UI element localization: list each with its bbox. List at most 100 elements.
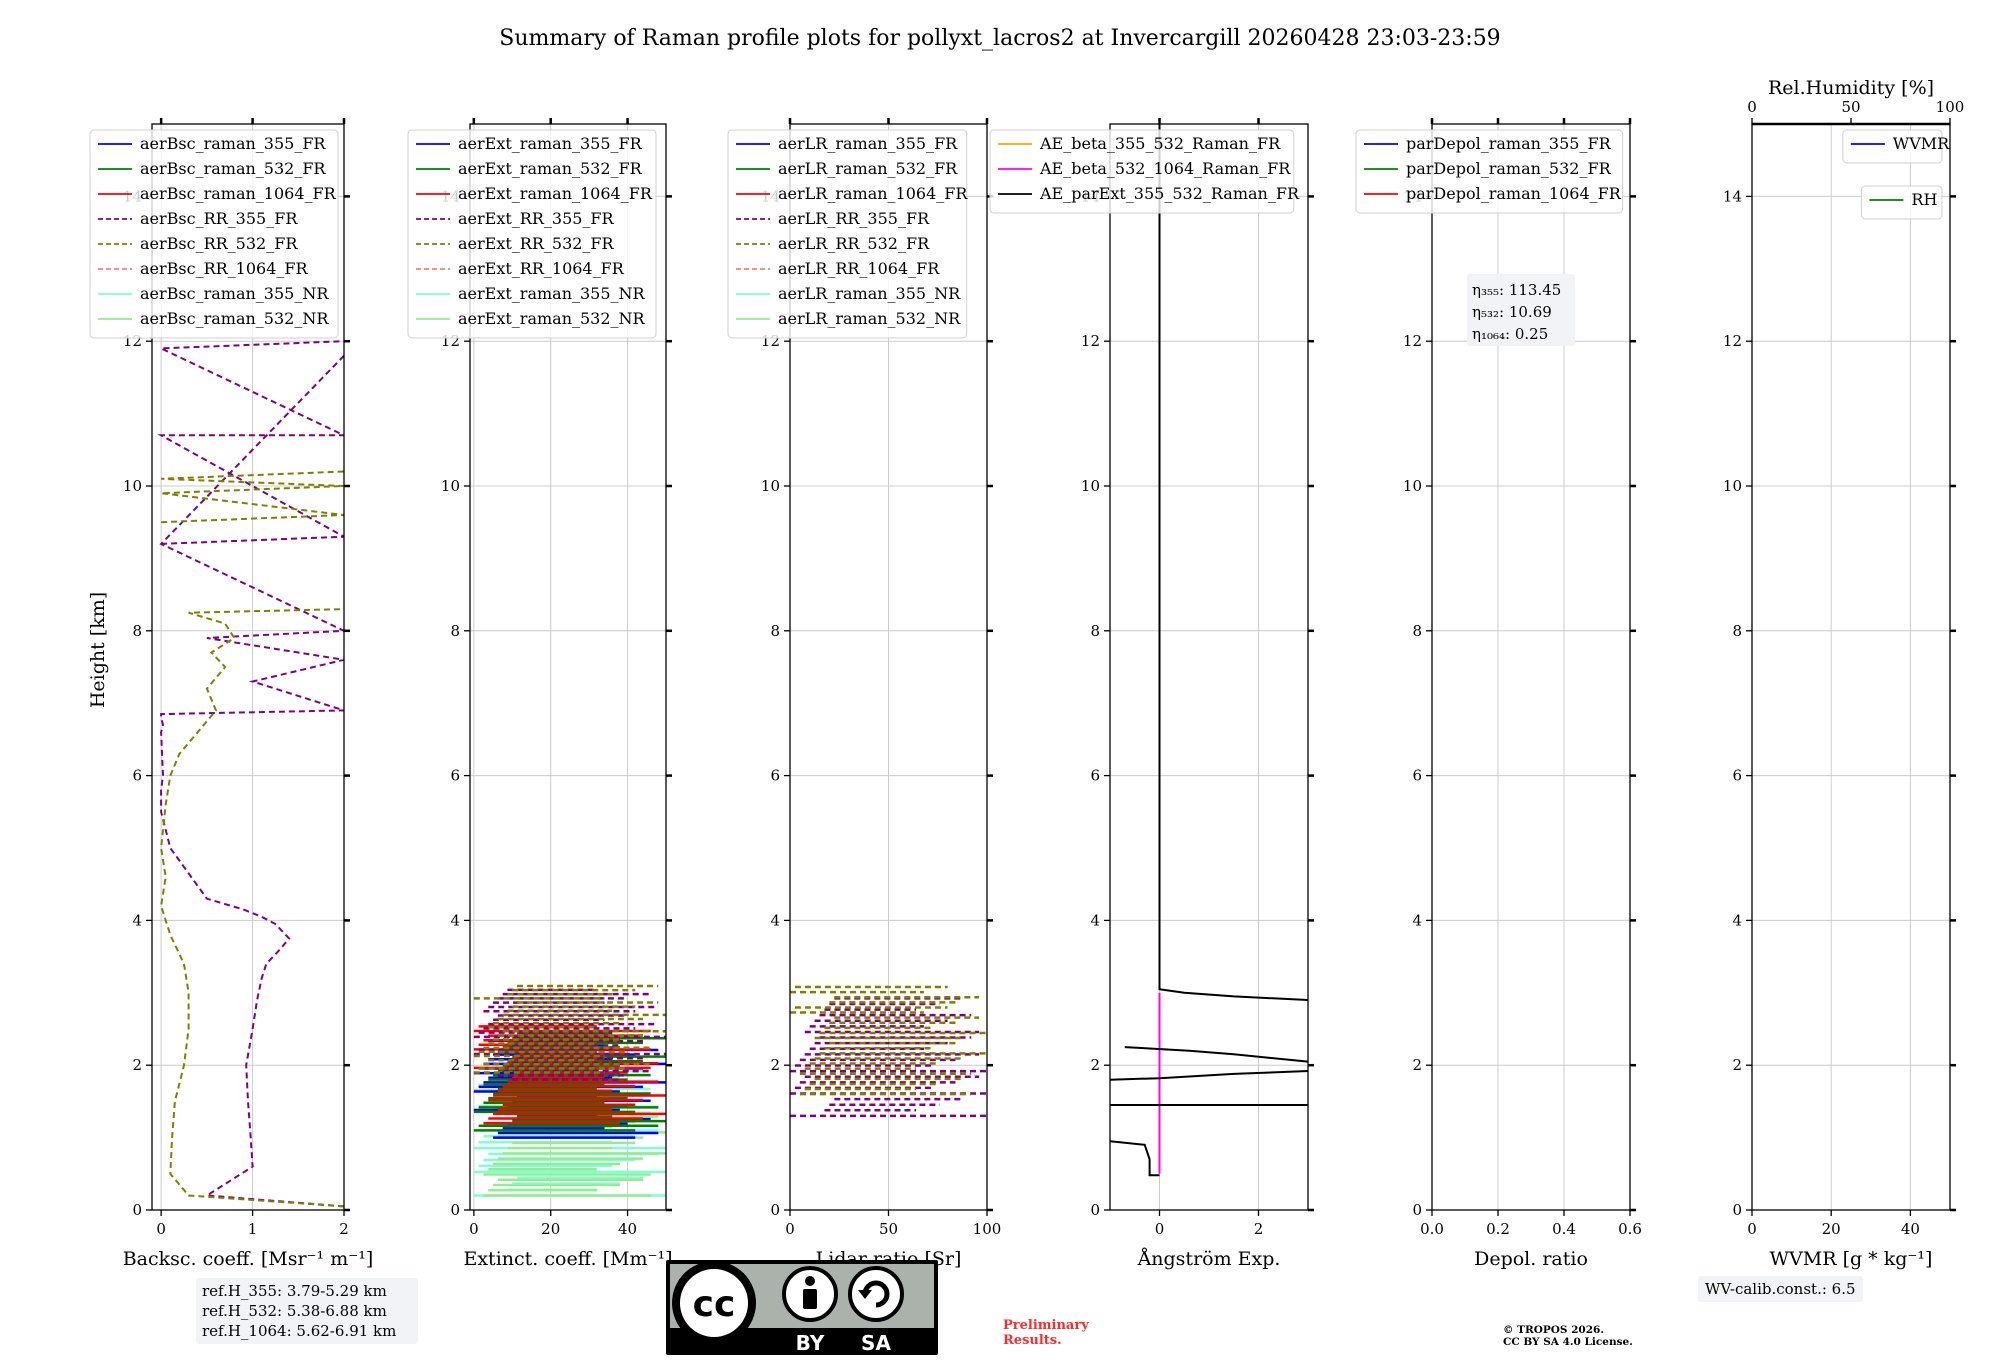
series-group bbox=[1110, 124, 1308, 1177]
x-tick-label: 0.0 bbox=[1420, 1220, 1444, 1238]
y-tick-label: 10 bbox=[1081, 477, 1100, 495]
y-tick-label: 8 bbox=[1412, 622, 1422, 640]
legend-label: aerExt_raman_532_NR bbox=[458, 309, 646, 328]
legend-label: AE_beta_532_1064_Raman_FR bbox=[1039, 159, 1291, 178]
y-tick-label: 6 bbox=[132, 767, 142, 785]
legend-label: aerLR_raman_355_FR bbox=[778, 134, 958, 153]
series-line-aerBsc_RR_355_FR bbox=[157, 340, 344, 545]
panel-wvmr: 0 2 4 6 8 10 12 14 0 20 40 WVMR [g * kg⁻¹] 0 50 100Rel… bbox=[1723, 77, 1964, 1270]
annotation-frame bbox=[1467, 274, 1575, 346]
x-tick-label: 0.2 bbox=[1486, 1220, 1510, 1238]
preliminary-line-1: Preliminary bbox=[1003, 1318, 1089, 1333]
series-line-AE_parExt_355_532_Raman_FR bbox=[1124, 1046, 1308, 1063]
x-tick-label: 0.4 bbox=[1552, 1220, 1576, 1238]
y-tick-label: 0 bbox=[450, 1201, 460, 1219]
legend-frame bbox=[89, 129, 339, 339]
series-line-AE_parExt_355_532_Raman_FR bbox=[1158, 124, 1308, 1001]
y-tick-label: 2 bbox=[1732, 1056, 1742, 1074]
y-tick-label: 12 bbox=[1403, 332, 1422, 350]
legend-label: aerExt_RR_355_FR bbox=[458, 209, 615, 228]
y-tick-label: 10 bbox=[761, 477, 780, 495]
legend-label: aerBsc_raman_532_FR bbox=[140, 159, 326, 178]
y-tick-label: 0 bbox=[1732, 1201, 1742, 1219]
y-tick-label: 6 bbox=[1090, 767, 1100, 785]
sa-icon bbox=[848, 1266, 904, 1322]
x-axis-label: WVMR [g * kg⁻¹] bbox=[1770, 1248, 1933, 1270]
legend: AE_beta_355_532_Raman_FR AE_beta_532_1064… bbox=[989, 129, 1300, 214]
legend-label: aerExt_RR_532_FR bbox=[458, 234, 615, 253]
legend-label: aerLR_RR_355_FR bbox=[778, 209, 930, 228]
y-tick-label: 8 bbox=[132, 622, 142, 640]
y-tick-label: 4 bbox=[450, 911, 460, 929]
x2-tick-label: 100 bbox=[1936, 98, 1965, 116]
legend-label: AE_parExt_355_532_Raman_FR bbox=[1039, 184, 1300, 203]
legend-label: aerBsc_raman_532_NR bbox=[140, 309, 329, 328]
ref-height-1064: ref.H_1064: 5.62-6.91 km bbox=[202, 1322, 397, 1340]
x-axis-label: Ångström Exp. bbox=[1137, 1248, 1281, 1270]
annotation-line: η₅₃₂: 10.69 bbox=[1472, 303, 1552, 321]
y-tick-label: 6 bbox=[1732, 767, 1742, 785]
preliminary-line-2: Results. bbox=[1003, 1333, 1062, 1348]
y-tick-label: 4 bbox=[1412, 911, 1422, 929]
legend-frame bbox=[989, 129, 1295, 214]
legend: aerLR_raman_355_FR aerLR_raman_532_FR aerL… bbox=[727, 129, 968, 339]
legend-label: aerBsc_raman_355_FR bbox=[140, 134, 326, 153]
x2-axis-label: Rel.Humidity [%] bbox=[1768, 77, 1934, 99]
wv-calibration-box: WV-calib.const.: 6.5 bbox=[1698, 1276, 1863, 1302]
ref-height-355: ref.H_355: 3.79-5.29 km bbox=[202, 1282, 387, 1300]
legend-label: aerLR_raman_532_NR bbox=[778, 309, 961, 328]
legend-label: aerExt_raman_355_NR bbox=[458, 284, 646, 303]
x-tick-label: 0 bbox=[469, 1220, 479, 1238]
series-line-AE_parExt_355_532_Raman_FR bbox=[1110, 1140, 1160, 1177]
y-tick-label: 2 bbox=[132, 1056, 142, 1074]
x-tick-label: 0 bbox=[785, 1220, 795, 1238]
y-tick-label: 6 bbox=[450, 767, 460, 785]
x-tick-label: 40 bbox=[618, 1220, 637, 1238]
panel-backscatter: 02468101214012Backsc. coeff. [Msr⁻¹ m⁻¹]… bbox=[89, 118, 373, 1270]
x-tick-label: 2 bbox=[339, 1220, 349, 1238]
legend-label: aerExt_raman_532_FR bbox=[458, 159, 643, 178]
y-tick-label: 8 bbox=[770, 622, 780, 640]
series-group bbox=[473, 984, 666, 1197]
annotation-line: η₃₅₅: 113.45 bbox=[1472, 281, 1561, 299]
legend-label: parDepol_raman_355_FR bbox=[1406, 134, 1612, 153]
copyright-note: © TROPOS 2026. CC BY SA 4.0 License. bbox=[1503, 1324, 1633, 1348]
legend-label: aerBsc_raman_355_NR bbox=[140, 284, 329, 303]
series-group bbox=[790, 985, 987, 1118]
x-tick-label: 0 bbox=[156, 1220, 166, 1238]
cc-label: cc bbox=[693, 1284, 736, 1325]
legend: WVMR bbox=[1842, 129, 1950, 164]
legend: aerExt_raman_355_FR aerExt_raman_532_FRae… bbox=[407, 129, 657, 339]
legend-label: aerExt_RR_1064_FR bbox=[458, 259, 625, 278]
x2-tick-label: 50 bbox=[1841, 98, 1860, 116]
series-line-aerBsc_RR_532_FR bbox=[160, 470, 344, 524]
y-tick-label: 4 bbox=[1090, 911, 1100, 929]
cc-license-badge: cc BY SA bbox=[666, 1260, 938, 1355]
y-tick-label: 6 bbox=[770, 767, 780, 785]
legend-frame bbox=[407, 129, 657, 339]
axes-frame bbox=[469, 123, 667, 1211]
y-tick-label: 8 bbox=[450, 622, 460, 640]
y-tick-label: 4 bbox=[770, 911, 780, 929]
reference-heights-box: ref.H_355: 3.79-5.29 km ref.H_532: 5.38-… bbox=[196, 1278, 418, 1344]
copyright-line-2: CC BY SA 4.0 License. bbox=[1503, 1336, 1633, 1348]
legend-label: parDepol_raman_532_FR bbox=[1406, 159, 1612, 178]
depol-annotation: η₃₅₅: 113.45 η₅₃₂: 10.69 η₁₀₆₄: 0.25 bbox=[1467, 274, 1575, 346]
sa-label: SA bbox=[861, 1331, 891, 1355]
series-line-aerBsc_RR_355_FR bbox=[159, 355, 344, 1208]
series-line-aerBsc_RR_532_FR bbox=[160, 608, 344, 1208]
panel-extinction: 0246810121402040Extinct. coeff. [Mm⁻¹]ae… bbox=[407, 118, 673, 1270]
legend-label: aerExt_raman_1064_FR bbox=[458, 184, 653, 203]
series-group bbox=[157, 340, 344, 1208]
legend-label: WVMR bbox=[1893, 134, 1950, 153]
y-tick-label: 6 bbox=[1412, 767, 1422, 785]
preliminary-note: Preliminary Results. bbox=[1003, 1318, 1089, 1348]
legend-label: AE_beta_355_532_Raman_FR bbox=[1039, 134, 1281, 153]
y-tick-label: 2 bbox=[770, 1056, 780, 1074]
y-tick-label: 2 bbox=[450, 1056, 460, 1074]
axes-frame bbox=[1109, 123, 1309, 1211]
y-tick-label: 2 bbox=[1090, 1056, 1100, 1074]
x-tick-label: 0.6 bbox=[1618, 1220, 1642, 1238]
legend-label: parDepol_raman_1064_FR bbox=[1406, 184, 1622, 203]
